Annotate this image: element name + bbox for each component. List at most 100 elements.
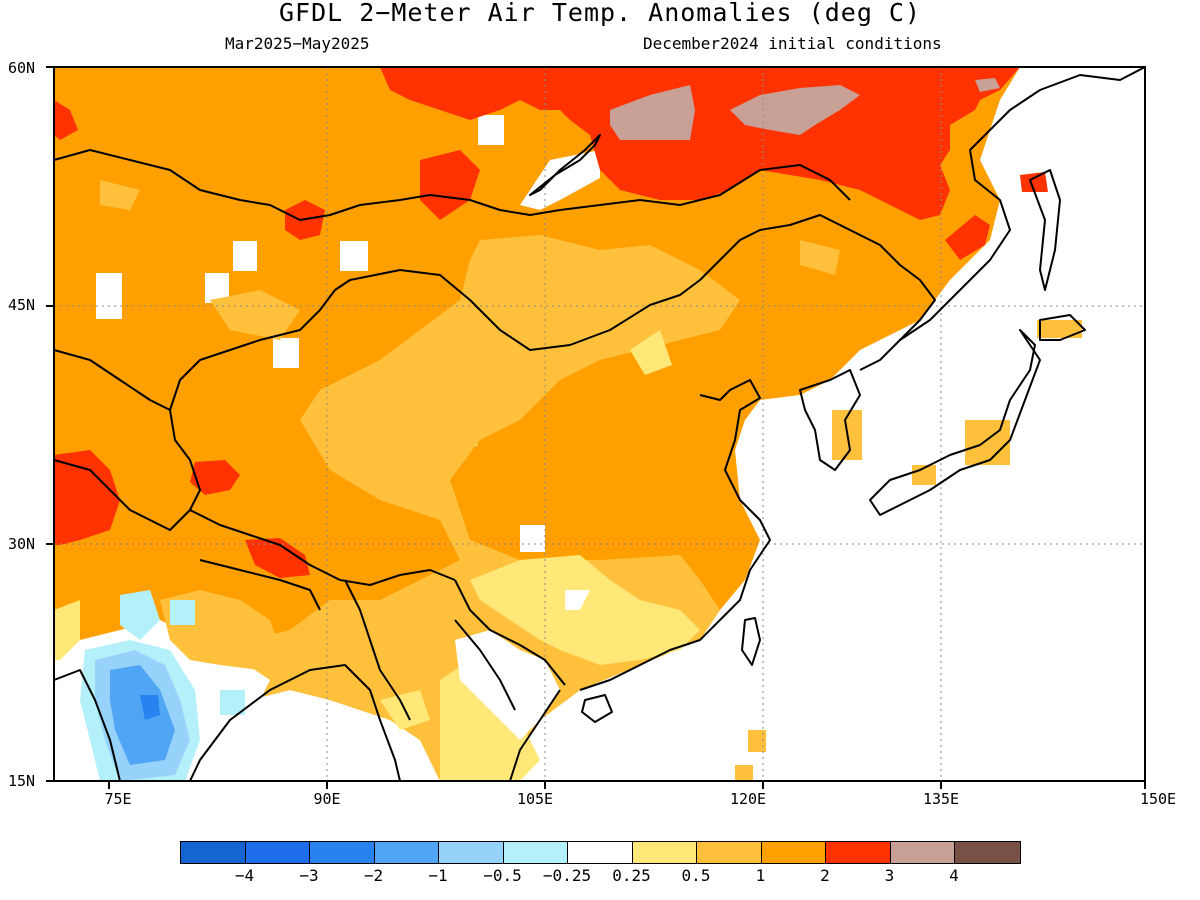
anomaly-2-to-3 xyxy=(945,215,990,260)
lon-label-105e: 105E xyxy=(516,790,554,808)
lon-label-90e: 90E xyxy=(313,790,341,808)
anomaly-2-to-3 xyxy=(380,67,1020,220)
color-bar-swatch xyxy=(761,842,826,863)
hainan-coast xyxy=(581,694,613,723)
color-bar-label: 3 xyxy=(884,866,895,885)
lake-baikal xyxy=(529,134,601,196)
anomaly-05-to-1 xyxy=(1037,320,1082,338)
neutral-patch xyxy=(478,115,504,145)
anomaly-neg025-to-neg05 xyxy=(170,600,195,625)
anomaly-025-to-05 xyxy=(470,555,700,665)
neutral-patch xyxy=(520,150,600,210)
color-bar-swatch xyxy=(955,842,1020,863)
lon-label-75e: 75E xyxy=(104,790,132,808)
color-bar-label: 0.25 xyxy=(612,866,651,885)
anomaly-025-to-05 xyxy=(440,660,540,781)
color-bar-swatch xyxy=(697,842,762,863)
anomaly-05-to-1 xyxy=(735,765,753,781)
color-bar-label: −1 xyxy=(428,866,448,885)
map-title: GFDL 2−Meter Air Temp. Anomalies (deg C) xyxy=(278,0,922,27)
laos-vietnam-border xyxy=(454,619,516,711)
neutral-patch xyxy=(455,630,560,740)
neutral-patch xyxy=(565,590,590,610)
color-bar-label: −3 xyxy=(299,866,319,885)
neutral-patch xyxy=(520,525,545,552)
china-east-coast xyxy=(579,379,771,691)
lon-label-135e: 135E xyxy=(922,790,960,808)
neutral-patch xyxy=(233,241,257,271)
lon-label-120e: 120E xyxy=(729,790,767,808)
color-bar-swatch xyxy=(181,842,246,863)
anomaly-05-to-1 xyxy=(748,730,766,752)
lat-label-60n: 60N xyxy=(8,59,36,77)
anomaly-3-to-4 xyxy=(975,78,1000,92)
pakistan-border xyxy=(53,459,191,531)
color-bar-swatch xyxy=(890,842,955,863)
map-frame xyxy=(53,66,1146,782)
lat-label-30n: 30N xyxy=(8,535,36,553)
indochina-coast xyxy=(509,689,561,782)
color-bar-label: 2 xyxy=(820,866,830,885)
japan-coast xyxy=(869,329,1041,516)
tick-marks xyxy=(46,66,1146,789)
color-bar-label: −4 xyxy=(234,866,255,885)
neutral-patch xyxy=(273,338,299,368)
south-china-border xyxy=(454,579,566,686)
anomaly-025-to-05 xyxy=(630,330,672,375)
color-bar xyxy=(180,841,1021,864)
mongolia-russia-border xyxy=(299,164,851,221)
anomaly-3-to-4 xyxy=(610,85,695,140)
anomaly-05-to-1 xyxy=(210,290,300,340)
anomaly-025-to-05 xyxy=(54,600,80,660)
coastlines-borders xyxy=(53,66,1146,782)
color-bar-swatch xyxy=(568,842,633,863)
color-bar-label: −2 xyxy=(363,866,384,885)
color-bar-label: 1 xyxy=(755,866,766,885)
anomaly-2-to-3 xyxy=(54,100,78,140)
china-mongolia-border xyxy=(334,214,936,351)
anomaly-2-to-3 xyxy=(245,538,310,578)
anomaly-2-to-3 xyxy=(190,460,240,495)
russia-pacific-coast xyxy=(859,66,1146,371)
color-bar-swatch xyxy=(245,842,310,863)
india-nepal-border xyxy=(199,559,321,611)
anomaly-neg025-to-neg05 xyxy=(120,590,160,640)
color-bar-swatch xyxy=(374,842,439,863)
lat-label-15n: 15N xyxy=(8,772,36,790)
anomaly-neg2-to-neg3 xyxy=(140,695,160,720)
hokkaido-coast xyxy=(1039,314,1086,341)
color-bar-swatch xyxy=(503,842,568,863)
sakhalin-coast xyxy=(1029,169,1061,291)
taiwan-coast xyxy=(741,617,761,666)
color-bar-label: 0.5 xyxy=(681,866,711,885)
korea-coast xyxy=(799,369,861,471)
color-bar-swatch xyxy=(310,842,375,863)
anomaly-05-to-1 xyxy=(965,420,1010,465)
kazakhstan-border xyxy=(53,149,301,221)
color-bar-label: 4 xyxy=(949,866,959,885)
color-bar-swatch xyxy=(826,842,891,863)
color-bar-label: −0.25 xyxy=(542,866,592,885)
anomaly-1-to-2 xyxy=(54,67,1020,781)
anomaly-field xyxy=(54,67,1145,781)
anomaly-2-to-3 xyxy=(54,450,120,545)
graticule xyxy=(54,67,1145,781)
forecast-period: Mar2025−May2025 xyxy=(225,34,370,53)
anomaly-neg025-to-neg05 xyxy=(220,690,245,715)
lon-label-150e: 150E xyxy=(1139,790,1177,808)
color-bar-label: −0.5 xyxy=(483,866,522,885)
anomaly-05-to-1 xyxy=(800,240,840,275)
initial-conditions: December2024 initial conditions xyxy=(643,34,942,53)
anomaly-05-to-1 xyxy=(100,180,140,210)
color-bar-swatch xyxy=(439,842,504,863)
anomaly-neg1-to-neg2 xyxy=(110,665,175,765)
neutral-patch xyxy=(340,241,368,271)
central-asia-border xyxy=(53,349,171,411)
china-west-border xyxy=(169,289,336,511)
anomaly-2-to-3 xyxy=(1020,172,1048,192)
india-coast xyxy=(53,669,121,782)
bay-of-bengal-coast xyxy=(189,664,401,782)
lat-label-45n: 45N xyxy=(8,296,36,314)
anomaly-2-to-3 xyxy=(420,150,480,220)
